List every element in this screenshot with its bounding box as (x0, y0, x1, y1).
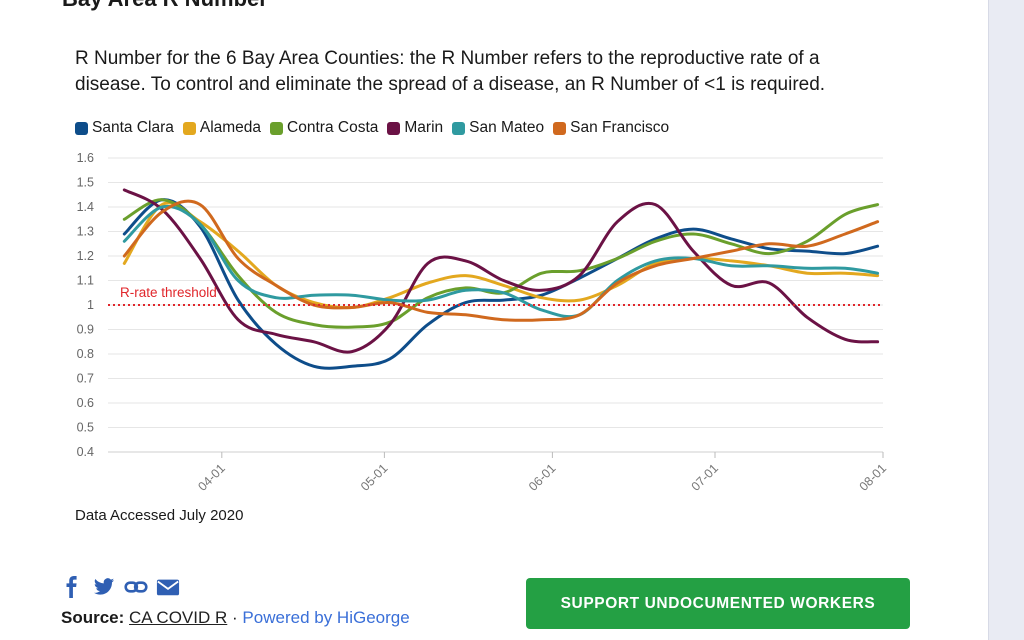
y-tick-label: 1.3 (77, 225, 94, 239)
legend-item-san-francisco[interactable]: San Francisco (553, 119, 669, 137)
y-tick-label: 1.1 (77, 274, 94, 288)
legend-label: San Mateo (469, 119, 545, 136)
facebook-icon[interactable] (60, 576, 84, 598)
y-tick-label: 0.7 (77, 372, 94, 386)
data-accessed-caption: Data Accessed July 2020 (75, 507, 244, 524)
legend-item-santa-clara[interactable]: Santa Clara (75, 119, 174, 137)
x-tick-label: 04-01 (195, 461, 228, 494)
support-workers-button[interactable]: SUPPORT UNDOCUMENTED WORKERS (526, 578, 910, 629)
y-tick-label: 1.4 (77, 200, 94, 214)
y-tick-label: 0.6 (77, 396, 94, 410)
y-tick-label: 1.6 (77, 151, 94, 165)
y-tick-label: 0.9 (77, 323, 94, 337)
threshold-label: R-rate threshold (120, 285, 217, 300)
series-line-marin (122, 188, 880, 354)
right-sidebar-strip (988, 0, 1024, 640)
legend-label: Alameda (199, 119, 262, 136)
legend-label: Contra Costa (287, 119, 379, 136)
share-icons-row (60, 576, 180, 598)
source-separator: · (232, 608, 238, 627)
x-tick-label: 07-01 (689, 461, 722, 494)
link-icon[interactable] (124, 576, 148, 598)
y-tick-label: 1 (87, 298, 94, 312)
source-link[interactable]: CA COVID R (129, 608, 228, 627)
legend-item-san-mateo[interactable]: San Mateo (452, 119, 544, 137)
legend-item-marin[interactable]: Marin (387, 119, 443, 137)
series-line-san-mateo (122, 204, 880, 319)
legend-label: Santa Clara (92, 119, 174, 136)
x-tick-label: 08-01 (857, 461, 890, 494)
series-line-alameda (122, 201, 880, 310)
chart-legend: Santa Clara Alameda Contra Costa Marin San M… (75, 119, 678, 137)
legend-swatch (553, 121, 567, 135)
y-tick-label: 1.2 (77, 249, 94, 263)
legend-swatch (270, 121, 284, 135)
legend-label: Marin (404, 119, 444, 136)
y-tick-label: 1.5 (77, 176, 94, 190)
email-icon[interactable] (156, 576, 180, 598)
r-number-line-chart: 0.4 0.5 0.6 0.7 0.8 0.9 1 1.1 1.2 1.3 1.4 1.5 1.6 04-… (77, 151, 890, 494)
x-tick-label: 05-01 (358, 461, 391, 494)
y-tick-label: 0.5 (77, 421, 94, 435)
legend-swatch (387, 121, 401, 135)
legend-label: San Francisco (570, 119, 670, 136)
legend-item-alameda[interactable]: Alameda (182, 119, 262, 137)
section-title: Bay Area R Number (62, 0, 268, 12)
legend-item-contra-costa[interactable]: Contra Costa (270, 119, 378, 137)
series-line-contra-costa (122, 198, 880, 329)
legend-swatch (452, 121, 466, 135)
y-tick-label: 0.8 (77, 347, 94, 361)
twitter-icon[interactable] (92, 576, 116, 598)
x-tick-label: 06-01 (526, 461, 559, 494)
source-line: Source: CA COVID R · Powered by HiGeorge (61, 608, 410, 628)
legend-swatch (182, 121, 196, 135)
y-tick-label: 0.4 (77, 445, 94, 459)
series-line-san-francisco (122, 199, 880, 322)
legend-swatch (75, 121, 88, 135)
chart-description: R Number for the 6 Bay Area Counties: th… (75, 48, 826, 95)
powered-by-link[interactable]: Powered by HiGeorge (242, 608, 410, 627)
source-label: Source: (61, 608, 125, 627)
